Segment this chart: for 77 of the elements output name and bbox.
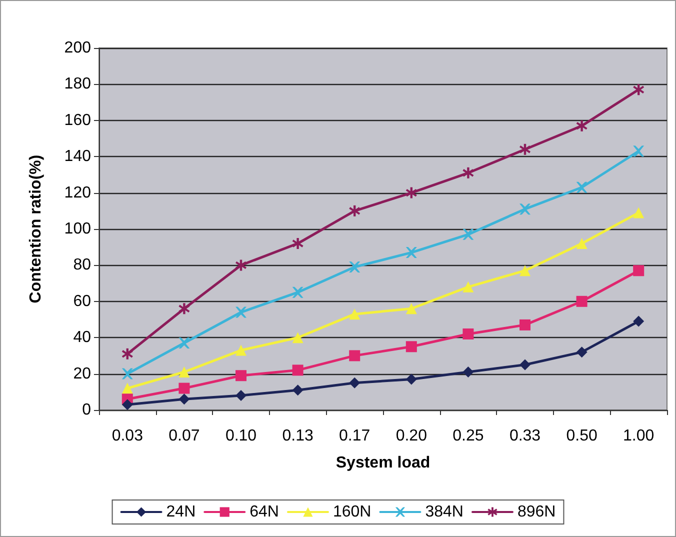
- point: [462, 366, 474, 378]
- point: [633, 84, 644, 96]
- point: [406, 341, 417, 352]
- y-tick-label: 40: [73, 329, 92, 346]
- point: [576, 238, 588, 249]
- point: [520, 204, 530, 215]
- point: [406, 187, 417, 198]
- legend-label: 160N: [332, 504, 372, 520]
- point: [406, 303, 417, 314]
- y-tick-label: 140: [64, 148, 92, 166]
- point: [520, 144, 530, 155]
- y-tick-label: 200: [64, 40, 92, 56]
- point: [236, 370, 246, 382]
- point: [349, 377, 360, 388]
- point: [576, 182, 588, 193]
- point: [292, 364, 304, 376]
- point: [462, 281, 474, 292]
- point: [406, 247, 417, 258]
- point: [349, 262, 360, 273]
- y-tick-label: 120: [64, 184, 92, 202]
- x-tick-label: 0.25: [452, 428, 484, 444]
- x-tick-label: 0.50: [566, 428, 598, 444]
- y-tick-label: 20: [73, 365, 92, 382]
- y-axis-title: Contention ratio(%): [28, 154, 44, 304]
- y-tick-label: 100: [64, 220, 92, 238]
- x-tick-label: 0.10: [225, 428, 257, 444]
- point: [292, 332, 304, 344]
- point: [292, 238, 304, 249]
- point: [178, 382, 190, 394]
- point: [462, 167, 474, 178]
- point: [122, 348, 133, 360]
- point: [633, 207, 644, 218]
- point: [349, 308, 360, 320]
- legend-label: 24N: [166, 504, 196, 520]
- y-tick-label: 180: [64, 76, 92, 93]
- point: [349, 205, 360, 216]
- legend-label: 64N: [250, 504, 279, 520]
- point: [633, 316, 644, 327]
- point: [236, 390, 246, 402]
- point: [236, 306, 246, 318]
- point: [178, 394, 190, 405]
- point: [462, 328, 474, 340]
- point: [122, 382, 133, 394]
- point: [236, 260, 246, 271]
- point: [576, 120, 588, 132]
- point: [576, 296, 588, 307]
- y-tick-label: 80: [73, 256, 92, 274]
- x-tick-label: 0.20: [396, 428, 428, 444]
- point: [520, 319, 530, 330]
- point: [236, 344, 246, 356]
- point: [406, 374, 417, 385]
- point: [122, 368, 133, 380]
- point: [178, 366, 190, 378]
- x-tick-label: 0.13: [282, 428, 314, 444]
- y-tick-label: 160: [64, 112, 92, 129]
- point: [462, 228, 474, 240]
- x-tick-label: 0.07: [168, 428, 200, 444]
- y-tick-label: 0: [82, 402, 92, 418]
- legend-label: 896N: [517, 504, 556, 520]
- point: [178, 338, 190, 349]
- x-tick-label: 0.03: [112, 428, 144, 444]
- y-tick-label: 60: [73, 292, 92, 310]
- point: [576, 346, 588, 358]
- x-tick-label: 0.17: [339, 428, 370, 444]
- point: [292, 286, 304, 298]
- point: [178, 303, 190, 314]
- x-tick-label: 1.00: [623, 428, 654, 444]
- x-tick-label: 0.33: [509, 428, 541, 444]
- point: [520, 359, 530, 370]
- point: [520, 265, 530, 276]
- point: [122, 399, 133, 410]
- point: [633, 265, 644, 276]
- point: [349, 350, 360, 362]
- legend-label: 384N: [425, 504, 464, 520]
- x-axis-title: System load: [336, 454, 430, 472]
- point: [292, 384, 304, 396]
- point: [633, 146, 644, 157]
